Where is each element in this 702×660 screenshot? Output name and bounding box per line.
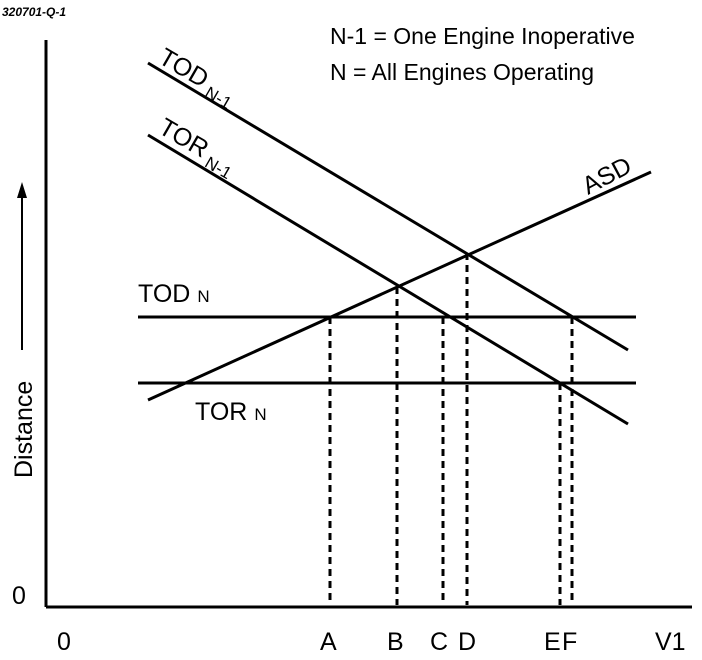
arrow-up-icon xyxy=(17,182,27,198)
tod-n-label: TOD N xyxy=(138,280,210,308)
legend-line-1: N-1 = One Engine Inoperative xyxy=(330,23,635,49)
x-end-label: V1 xyxy=(655,628,686,656)
asd-line xyxy=(147,170,652,402)
legend-line-2: N = All Engines Operating xyxy=(330,59,594,85)
tod-n-label-main: TOD xyxy=(138,280,190,308)
tor-n1-label: TORN-1 xyxy=(152,113,241,183)
tod-n1-label-sub: N-1 xyxy=(202,83,235,113)
point-label-f: F xyxy=(562,628,577,656)
point-label-a: A xyxy=(320,628,337,656)
tor-n-label: TOR N xyxy=(195,398,267,426)
tod-n1-line xyxy=(147,61,629,352)
question-id: 320701-Q-1 xyxy=(2,5,66,19)
svg-text:TODN-1: TODN-1 xyxy=(152,43,241,113)
tor-n-label-sub: N xyxy=(254,405,266,424)
point-label-b: B xyxy=(387,628,404,656)
tod-n1-label: TODN-1 xyxy=(152,43,241,113)
y-axis-label: Distance xyxy=(10,381,38,478)
point-label-c: C xyxy=(430,628,448,656)
x-origin-label: 0 xyxy=(57,628,71,656)
svg-text:TORN-1: TORN-1 xyxy=(152,113,241,183)
tor-n-label-main: TOR xyxy=(195,398,247,426)
tor-n1-line xyxy=(147,133,629,426)
y-origin-label: 0 xyxy=(12,582,26,610)
tor-n1-label-sub: N-1 xyxy=(202,153,235,183)
point-label-e: E xyxy=(544,628,561,656)
point-label-d: D xyxy=(458,628,476,656)
tod-n-label-sub: N xyxy=(197,287,209,306)
